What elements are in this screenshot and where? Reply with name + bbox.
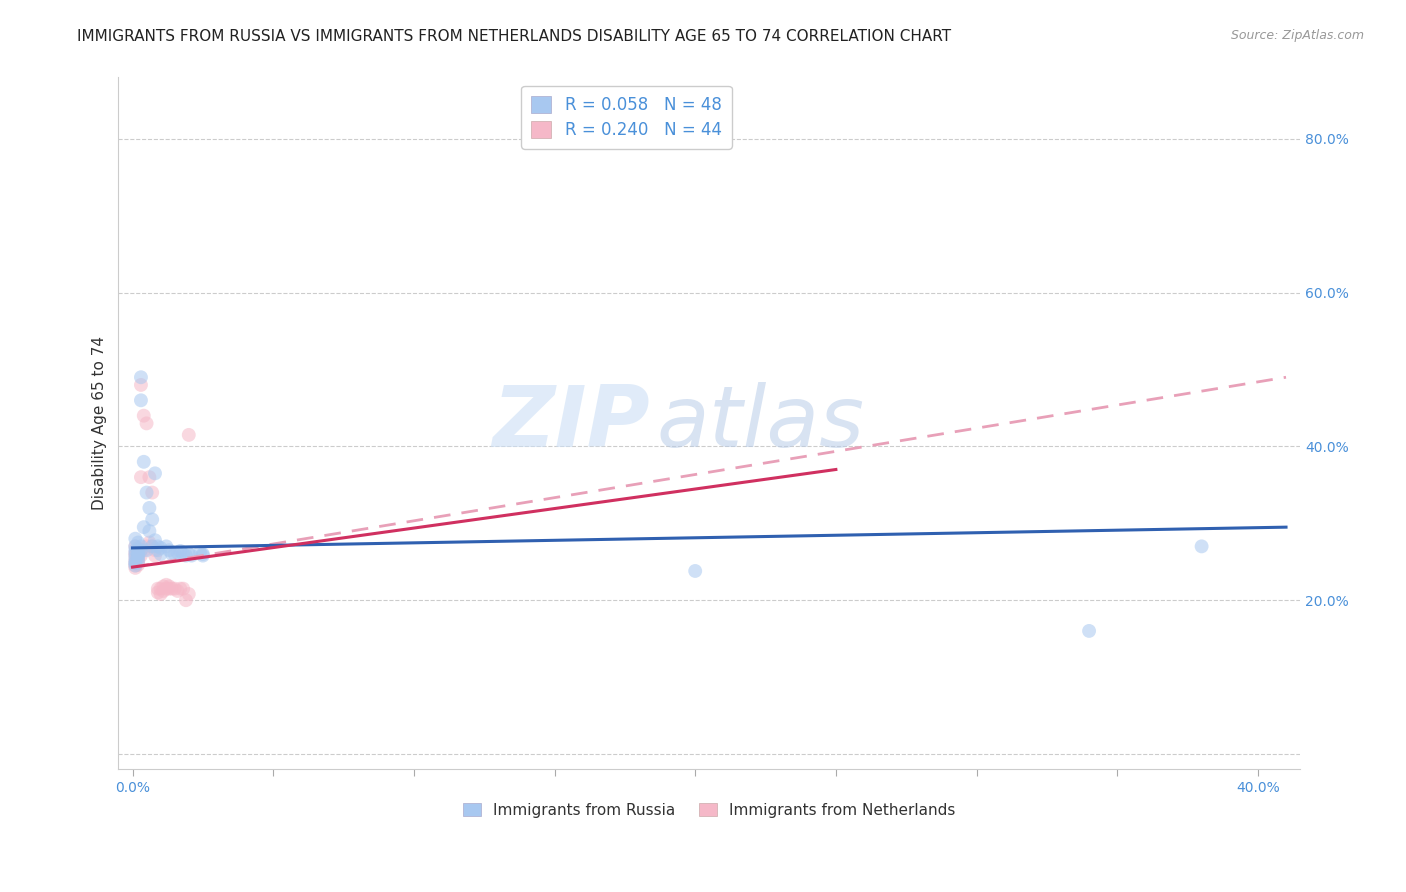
Point [127, 547, 149, 561]
Point [124, 556, 146, 570]
Point [166, 584, 188, 599]
Point [149, 582, 172, 596]
Point [157, 582, 180, 596]
Point [127, 558, 149, 572]
Point [129, 543, 152, 558]
Point [172, 547, 194, 561]
Point [129, 370, 152, 384]
Point [124, 549, 146, 563]
Point [141, 540, 163, 554]
Point [191, 547, 214, 561]
Point [155, 578, 177, 592]
Point [149, 541, 172, 555]
Point [129, 540, 152, 554]
Point [146, 540, 169, 554]
Point [124, 558, 146, 573]
Point [138, 524, 160, 538]
Point [155, 582, 177, 596]
Point [149, 547, 172, 561]
Point [155, 540, 177, 554]
Point [160, 582, 183, 596]
Point [169, 544, 191, 558]
Point [163, 547, 186, 561]
Point [124, 550, 146, 565]
Point [163, 582, 186, 596]
Text: ZIP: ZIP [492, 382, 650, 465]
Point [127, 547, 149, 561]
Point [127, 550, 149, 565]
Point [124, 547, 146, 561]
Point [152, 579, 174, 593]
Point [141, 540, 163, 554]
Point [152, 584, 174, 599]
Point [157, 543, 180, 558]
Point [127, 549, 149, 563]
Point [127, 535, 149, 549]
Point [188, 545, 211, 559]
Point [683, 564, 706, 578]
Point [141, 512, 163, 526]
Point [124, 556, 146, 570]
Point [177, 587, 200, 601]
Point [127, 541, 149, 555]
Point [127, 550, 149, 565]
Point [129, 378, 152, 392]
Point [191, 549, 214, 563]
Point [174, 549, 197, 563]
Point [180, 549, 202, 563]
Point [132, 455, 155, 469]
Point [124, 532, 146, 546]
Point [124, 553, 146, 567]
Point [177, 428, 200, 442]
Text: atlas: atlas [657, 382, 865, 465]
Point [172, 582, 194, 596]
Point [166, 545, 188, 559]
Point [143, 549, 166, 563]
Point [149, 587, 172, 601]
Point [157, 579, 180, 593]
Legend: Immigrants from Russia, Immigrants from Netherlands: Immigrants from Russia, Immigrants from … [457, 797, 962, 824]
Point [169, 582, 191, 596]
Point [129, 543, 152, 558]
Point [124, 558, 146, 573]
Point [135, 543, 157, 558]
Point [141, 485, 163, 500]
Point [146, 585, 169, 599]
Point [138, 470, 160, 484]
Point [129, 393, 152, 408]
Point [132, 409, 155, 423]
Point [160, 547, 183, 561]
Point [127, 555, 149, 569]
Point [124, 543, 146, 558]
Y-axis label: Disability Age 65 to 74: Disability Age 65 to 74 [93, 336, 107, 510]
Point [127, 543, 149, 558]
Point [124, 540, 146, 554]
Point [124, 561, 146, 575]
Point [132, 543, 155, 558]
Point [1191, 540, 1213, 554]
Point [129, 470, 152, 484]
Point [143, 533, 166, 548]
Point [146, 543, 169, 558]
Point [143, 543, 166, 558]
Point [124, 540, 146, 554]
Point [177, 547, 200, 561]
Point [135, 485, 157, 500]
Point [138, 500, 160, 515]
Point [138, 535, 160, 549]
Point [127, 555, 149, 569]
Point [146, 582, 169, 596]
Point [1078, 624, 1101, 638]
Point [135, 417, 157, 431]
Point [135, 540, 157, 554]
Point [124, 555, 146, 569]
Point [174, 593, 197, 607]
Point [129, 549, 152, 563]
Point [132, 520, 155, 534]
Point [143, 467, 166, 481]
Point [124, 545, 146, 559]
Text: IMMIGRANTS FROM RUSSIA VS IMMIGRANTS FROM NETHERLANDS DISABILITY AGE 65 TO 74 CO: IMMIGRANTS FROM RUSSIA VS IMMIGRANTS FRO… [77, 29, 952, 45]
Text: Source: ZipAtlas.com: Source: ZipAtlas.com [1230, 29, 1364, 43]
